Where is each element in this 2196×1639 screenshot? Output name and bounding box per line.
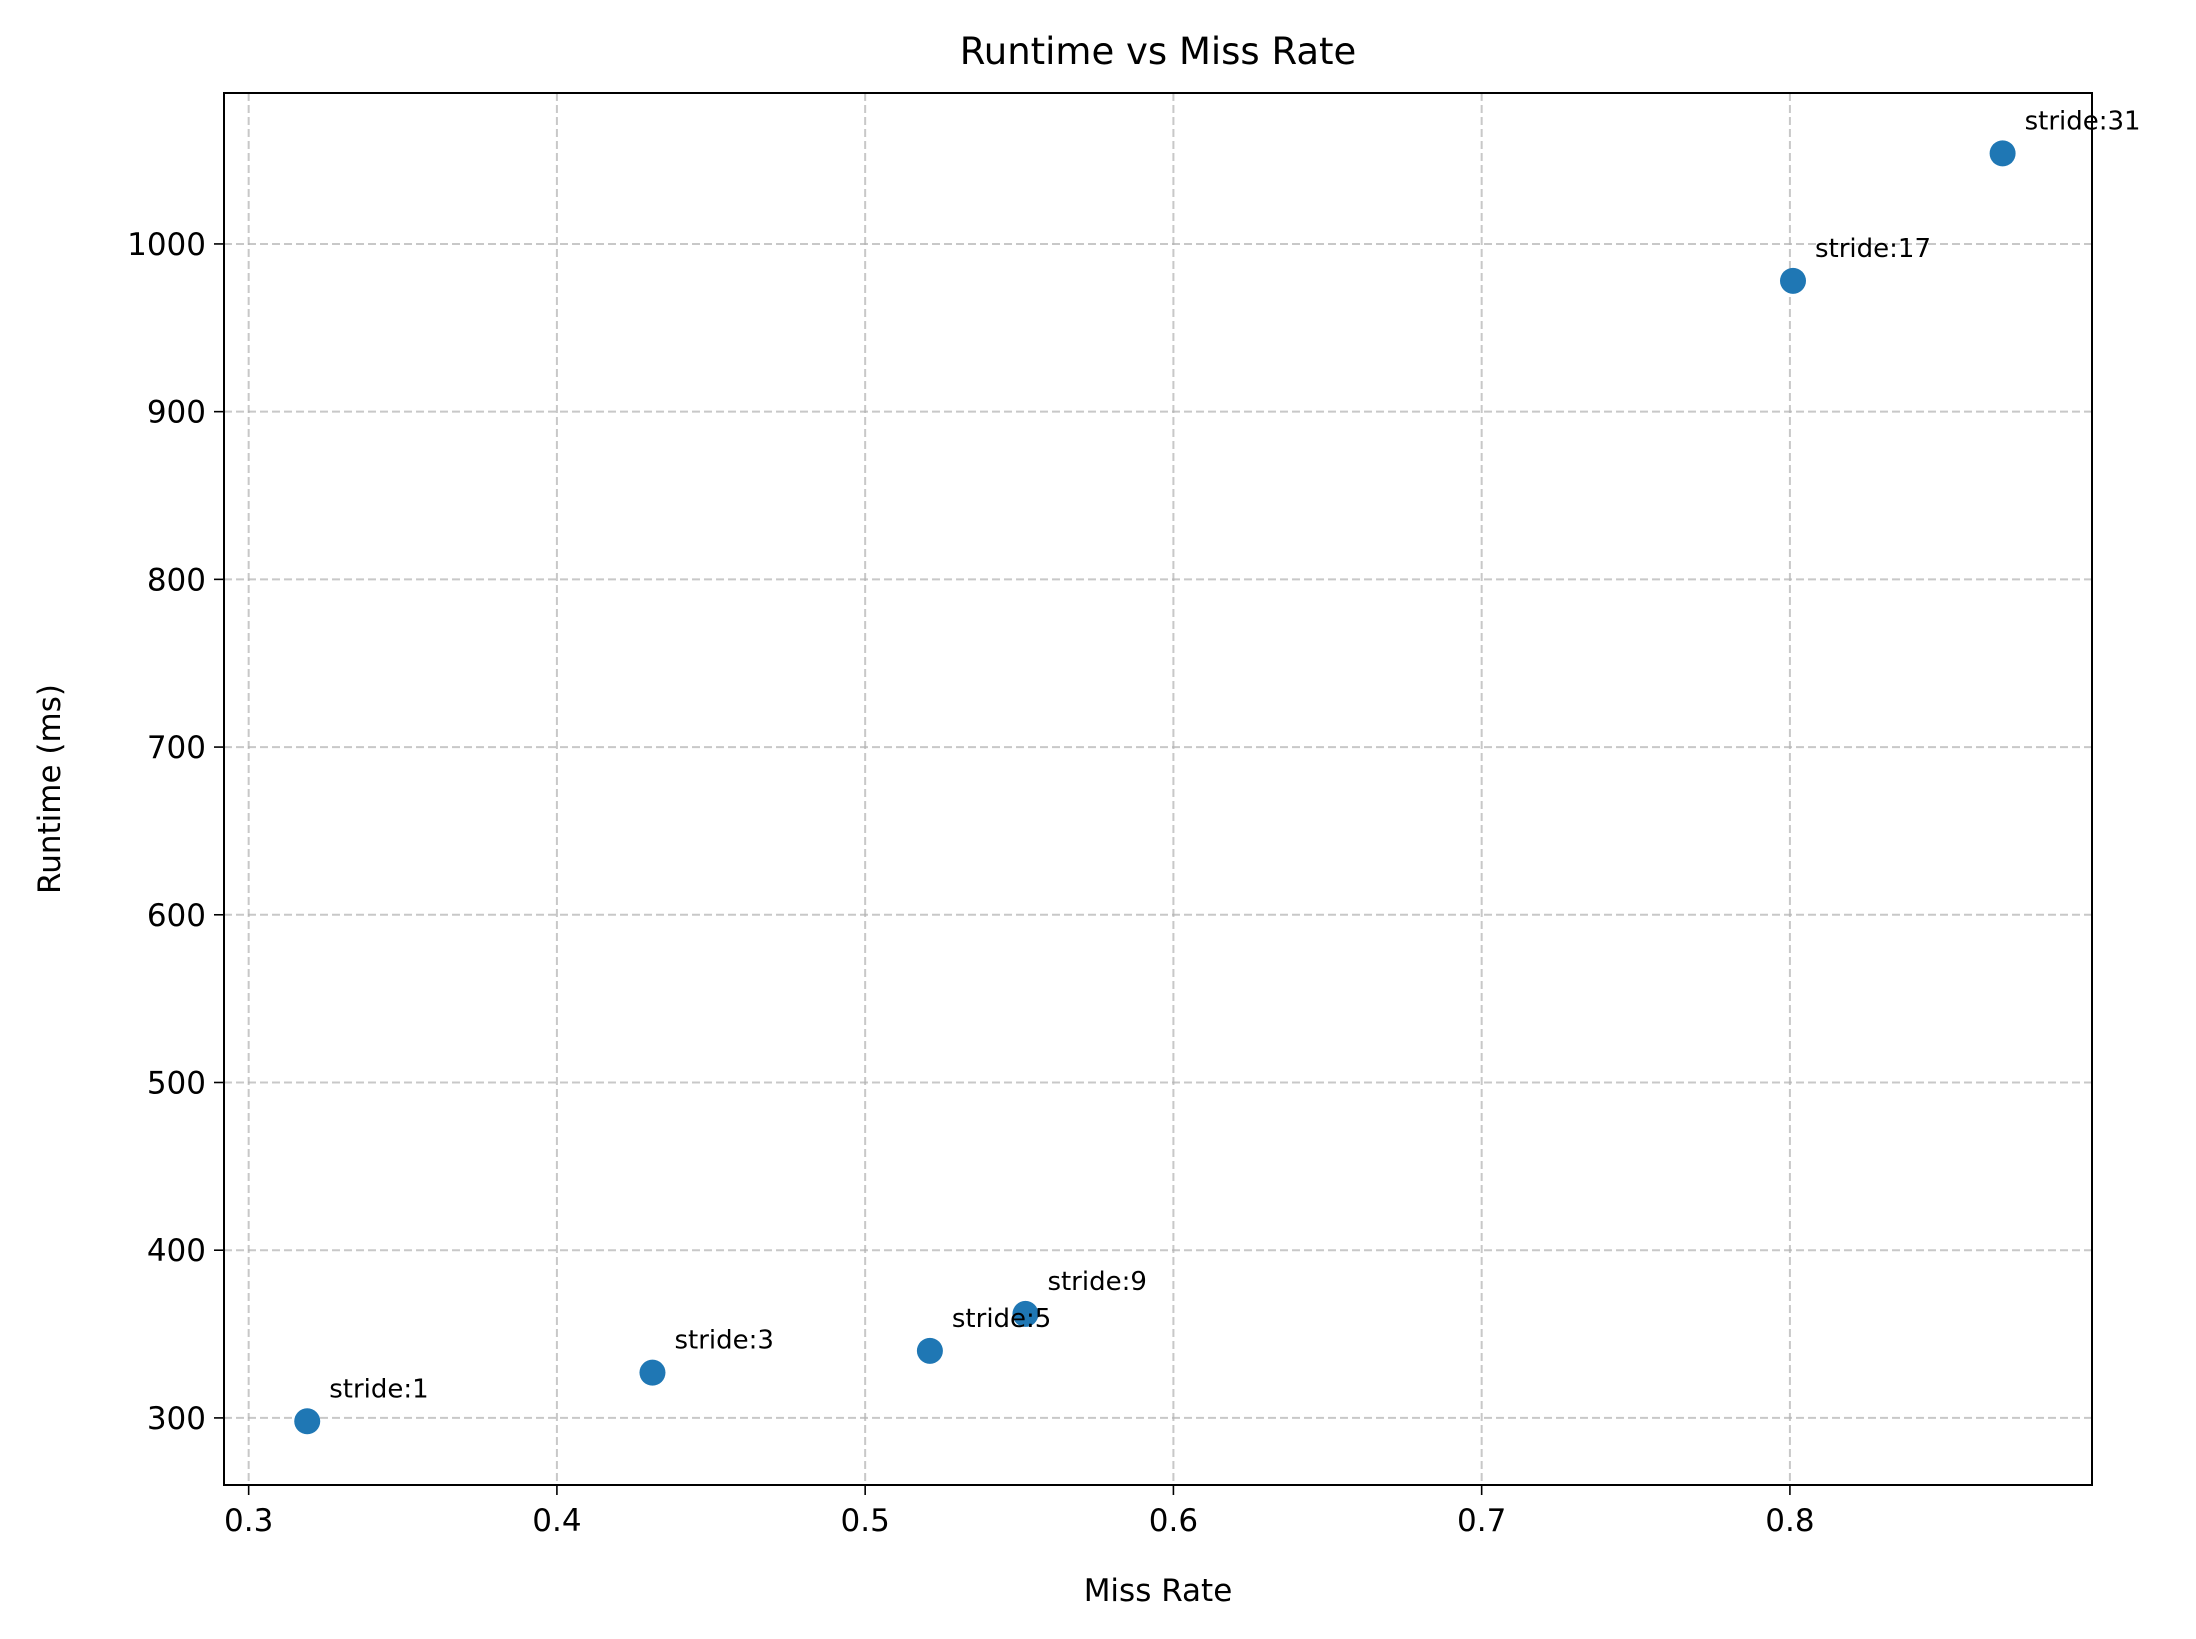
y-tick-label: 900 bbox=[147, 395, 206, 431]
y-tick-label: 1000 bbox=[127, 227, 206, 263]
x-tick-label: 0.6 bbox=[1149, 1503, 1198, 1539]
y-tick-label: 800 bbox=[147, 562, 206, 598]
y-tick-label: 500 bbox=[147, 1065, 206, 1101]
data-point bbox=[916, 1337, 943, 1364]
data-point bbox=[294, 1408, 321, 1435]
x-tick-label: 0.7 bbox=[1457, 1503, 1506, 1539]
data-points bbox=[294, 140, 2016, 1435]
y-axis-label: Runtime (ms) bbox=[32, 684, 68, 894]
data-point bbox=[1779, 267, 1806, 294]
y-tick-label: 700 bbox=[147, 730, 206, 766]
point-label: stride:9 bbox=[1047, 1267, 1146, 1297]
y-tick-label: 600 bbox=[147, 898, 206, 934]
data-point bbox=[1012, 1300, 1039, 1327]
grid-lines bbox=[224, 93, 2092, 1485]
x-tick-label: 0.4 bbox=[532, 1503, 581, 1539]
point-label: stride:31 bbox=[2025, 106, 2141, 136]
point-label: stride:17 bbox=[1815, 234, 1931, 264]
chart-title: Runtime vs Miss Rate bbox=[960, 30, 1357, 73]
y-tick-label: 300 bbox=[147, 1401, 206, 1437]
data-point bbox=[639, 1359, 666, 1386]
x-axis-ticks: 0.3 0.4 0.5 0.6 0.7 0.8 bbox=[224, 1485, 1815, 1539]
point-labels: stride:1 stride:3 stride:5 stride:9 stride:1… bbox=[329, 106, 2140, 1404]
data-point bbox=[1989, 140, 2016, 167]
x-tick-label: 0.5 bbox=[841, 1503, 890, 1539]
x-tick-label: 0.8 bbox=[1765, 1503, 1814, 1539]
point-label: stride:3 bbox=[674, 1326, 773, 1356]
plot-frame bbox=[223, 92, 2093, 1486]
y-tick-label: 400 bbox=[147, 1233, 206, 1269]
point-label: stride:5 bbox=[952, 1304, 1051, 1334]
point-label: stride:1 bbox=[329, 1374, 428, 1404]
y-axis-ticks: 300 400 500 600 700 800 900 1000 bbox=[127, 227, 224, 1437]
x-axis-label: Miss Rate bbox=[1084, 1573, 1233, 1609]
x-tick-label: 0.3 bbox=[224, 1503, 273, 1539]
